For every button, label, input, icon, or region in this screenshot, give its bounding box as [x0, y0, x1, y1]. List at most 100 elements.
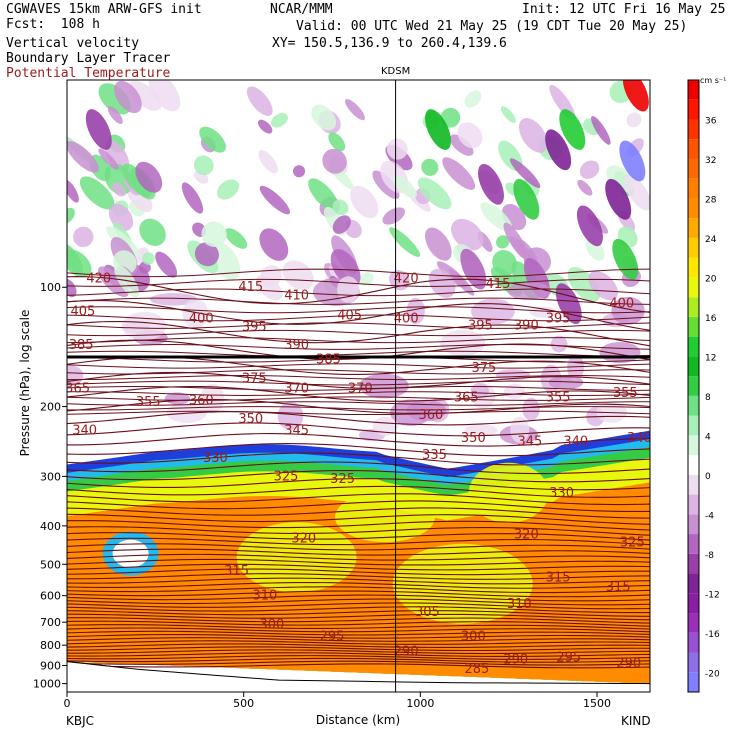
theta-contour: [67, 411, 650, 426]
theta-label: 300: [461, 629, 486, 644]
colorbar-swatch: [688, 494, 699, 515]
theta-contour: [67, 478, 650, 491]
velocity-cell: [121, 311, 167, 341]
velocity-cell: [448, 268, 475, 296]
theta-label: 345: [517, 434, 542, 449]
theta-contour: [67, 268, 650, 278]
station-label-kdsm: KDSM: [381, 66, 410, 77]
init-time: Init: 12 UTC Fri 16 May 25: [522, 2, 726, 17]
velocity-cell: [67, 249, 92, 278]
velocity-cell: [142, 252, 155, 265]
theta-label: 325: [620, 535, 645, 550]
theta-label: 390: [284, 338, 309, 353]
theta-contour: [67, 577, 650, 585]
theta-label: 315: [606, 580, 631, 595]
forecast-hour: Fcst: 108 h: [6, 17, 100, 32]
colorbar-tick-label: -4: [705, 511, 714, 521]
velocity-cell: [201, 221, 227, 247]
theta-label: 290: [503, 653, 528, 668]
theta-contour: [67, 507, 650, 519]
velocity-cell: [139, 218, 166, 247]
theta-label: 350: [461, 431, 486, 446]
theta-contour: [67, 401, 650, 406]
model-title: CGWAVES 15km ARW-GFS init: [6, 2, 202, 17]
theta-contour: [67, 513, 650, 525]
velocity-cell: [510, 416, 530, 443]
velocity-cell: [148, 80, 181, 112]
colorbar: 36 32 28 24 20 16 12 8 4 0 -4 -8 -12 -16 -20: [687, 79, 720, 693]
colorbar-tick-label: 24: [705, 235, 717, 245]
strong-velocity-cell: [513, 178, 540, 220]
velocity-cell: [193, 155, 214, 176]
theta-contour: [67, 598, 650, 606]
velocity-cell: [393, 175, 417, 199]
theta-contour: [67, 640, 650, 645]
theta-label: 325: [274, 469, 299, 484]
velocity-cell: [200, 383, 225, 414]
y-axis-ticks: 100 200 300 400 500 600 700 800 900 1000: [33, 281, 67, 691]
theta-label: 285: [464, 662, 489, 677]
velocity-cell: [332, 199, 349, 216]
theta-contour: [67, 297, 650, 305]
theta-contour: [67, 649, 650, 655]
theta-contour: [67, 386, 650, 391]
strong-velocity-cell: [425, 109, 451, 150]
theta-label: 355: [546, 391, 571, 406]
theta-label: 420: [394, 271, 419, 286]
colorbar-swatch: [688, 277, 699, 298]
theta-contour: [67, 276, 650, 313]
theta-label: 385: [316, 352, 341, 367]
theta-contour: [67, 363, 650, 369]
field-label-boundary-layer-tracer: Boundary Layer Tracer: [6, 51, 171, 66]
plot-frame: [66, 79, 651, 693]
y-tick-label: 1000: [33, 678, 61, 691]
theta-label: 400: [609, 297, 634, 312]
colorbar-swatch: [688, 297, 699, 317]
theta-contour: [67, 371, 650, 389]
theta-label: 375: [472, 361, 497, 376]
velocity-cell: [73, 226, 94, 248]
colorbar-swatch: [688, 455, 699, 475]
theta-label: 420: [86, 271, 111, 286]
theta-contour: [67, 568, 650, 576]
velocity-cell: [529, 306, 557, 318]
valid-time: Valid: 00 UTC Wed 21 May 25 (19 CDT Tue …: [296, 19, 688, 34]
theta-label: 395: [468, 319, 493, 334]
velocity-cell: [330, 249, 361, 287]
theta-label: 370: [348, 381, 373, 396]
colorbar-swatch: [688, 553, 699, 574]
theta-contour: [67, 380, 650, 386]
velocity-cell: [199, 126, 226, 153]
theta-contour: [67, 548, 650, 556]
theta-contour: [67, 620, 650, 627]
colorbar-swatch: [688, 395, 699, 416]
colorbar-swatch: [688, 139, 699, 159]
theta-contour: [67, 537, 650, 546]
theta-contour: [67, 643, 650, 648]
theta-label: 295: [556, 651, 581, 666]
theta-label: 315: [224, 564, 249, 579]
colorbar-tick-label: -8: [705, 551, 714, 561]
theta-label: 385: [69, 338, 94, 353]
velocity-cell: [577, 179, 593, 196]
velocity-cell: [258, 119, 273, 134]
theta-contour: [67, 500, 650, 513]
velocity-cell: [507, 281, 552, 301]
y-tick-label: 300: [40, 470, 61, 483]
colorbar-tick-label: 16: [705, 314, 717, 324]
theta-contour: [67, 646, 650, 652]
theta-label: 390: [514, 319, 539, 334]
strong-velocity-cell: [605, 178, 632, 220]
colorbar-swatch: [688, 356, 699, 377]
velocity-cell: [591, 116, 611, 145]
velocity-cell: [509, 158, 541, 188]
velocity-cell: [114, 80, 142, 114]
velocity-cell: [470, 298, 515, 325]
field-label-potential-temperature: Potential Temperature: [6, 66, 171, 81]
velocity-cell: [308, 178, 339, 212]
theta-contour: [67, 410, 650, 416]
theta-contour: [67, 563, 650, 571]
station-label-kind: KIND: [621, 714, 651, 728]
velocity-cell: [67, 278, 77, 298]
theta-contour: [67, 329, 650, 337]
